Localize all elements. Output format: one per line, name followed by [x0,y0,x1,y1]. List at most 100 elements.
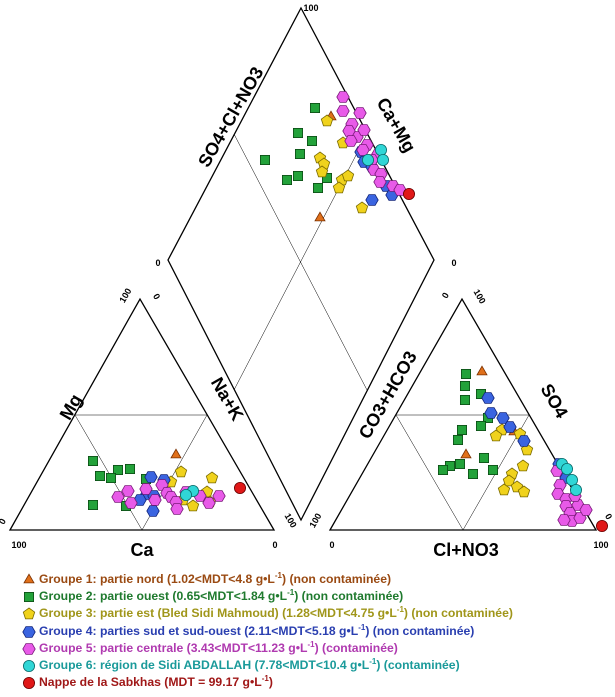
sample-marker-group-2 [437,464,448,475]
sample-marker-group-5 [139,483,153,495]
sample-marker-group-3 [355,201,369,214]
legend-marker [23,659,35,672]
sample-marker-group-4 [365,194,379,206]
tick-label: 100 [593,540,608,550]
legend-marker [23,677,35,690]
legend-label: Groupe 3: partie est (Bled Sidi Mahmoud)… [39,605,513,622]
sample-marker-group-5 [557,514,571,526]
sample-marker-group-5 [357,124,371,136]
legend-label-status: ) (non contaminée) [282,572,392,586]
piper-diagram: Mg Na+K Ca CO3+HCO3 SO4 Cl+NO3 SO4+Cl+NO… [0,3,614,560]
sample-marker-group-2 [294,148,305,159]
sample-marker-group-2 [113,464,124,475]
sample-marker-group-4 [146,505,160,517]
legend-label-status: ) (non contaminée) [365,623,475,638]
legend-label-main: Groupe 3: partie est (Bled Sidi Mahmoud)… [39,606,397,621]
sample-marker-group-3 [341,169,355,182]
legend-marker [23,573,35,584]
sample-marker-group-5 [356,144,370,156]
tick-label: 0 [0,517,8,526]
sample-marker-group-2 [125,463,136,474]
sample-marker-group-3 [205,471,219,484]
tick-label: 0 [151,292,162,301]
legend-label-status: ) [268,675,273,690]
tick-label: 100 [283,511,299,529]
legend-symbol-triangle [23,573,35,584]
legend-label-main: Groupe 6: région de Sidi ABDALLAH (7.78<… [39,657,370,672]
tick-label: 0 [272,540,277,550]
legend-symbol-pentagon [22,607,36,620]
legend-label-main: Groupe 2: partie ouest (0.65<MDT<1.84 g•… [39,589,288,604]
sample-marker-group-2 [88,455,99,466]
legend-item: Groupe 4: parties sud et sud-ouest (2.11… [22,623,612,640]
sample-marker-group-3 [315,165,329,178]
tick-label: 0 [603,512,614,521]
sample-marker-group-2 [309,103,320,114]
sample-marker-group-3 [174,465,188,478]
sample-marker-group-2 [292,127,303,138]
legend-marker [22,607,36,620]
sample-marker-group-5 [342,125,356,137]
legend-symbol-hexagon [22,625,36,638]
legend-label-main: Nappe de la Sabkhas (MDT = 99.17 g•L [39,675,262,690]
legend-label: Groupe 2: partie ouest (0.65<MDT<1.84 g•… [39,588,403,605]
legend-label: Groupe 6: région de Sidi ABDALLAH (7.78<… [39,657,460,674]
sample-marker-group-2 [467,468,478,479]
legend-label-unit-exponent: -1 [261,674,269,684]
sample-marker-group-1 [314,211,326,222]
axis-title-so4clno3: SO4+Cl+NO3 [194,63,267,170]
legend-label: Groupe 1: partie nord (1.02<MDT<4.8 g•L-… [39,571,391,588]
legend-symbol-square [24,592,34,603]
sample-marker-group-4 [481,392,495,404]
sample-marker-group-3 [516,459,530,472]
sample-marker-group-6 [561,462,574,475]
sample-marker-group-4 [484,407,498,419]
sample-marker-group-5 [212,490,226,502]
tick-label: 100 [11,540,26,550]
sample-marker-group-4 [517,435,531,447]
sample-marker-group-5 [124,497,138,509]
sample-marker-group-3 [320,114,334,127]
sample-marker-group-1 [476,365,488,376]
tick-label: 100 [307,511,323,529]
tick-label: 100 [303,3,318,13]
sample-marker-group-7 [233,481,246,494]
axis-title-so4: SO4 [537,380,572,421]
sample-marker-group-2 [106,472,117,483]
sample-marker-group-2 [292,170,303,181]
sample-marker-group-2 [456,424,467,435]
legend-item: Groupe 3: partie est (Bled Sidi Mahmoud)… [22,605,612,622]
legend-label-status: ) (non contaminée) [294,589,404,604]
tick-label: 0 [155,258,160,268]
sample-marker-group-2 [460,368,471,379]
legend-label-status: ) (contaminée) [314,640,398,655]
sample-marker-group-2 [459,380,470,391]
legend-label-unit-exponent: -1 [307,639,315,649]
sample-marker-group-5 [353,107,367,119]
sample-marker-group-2 [281,174,292,185]
sample-marker-group-2 [459,394,470,405]
sample-marker-group-6 [376,153,389,166]
sample-marker-group-3 [186,499,200,512]
sample-marker-group-1 [170,448,182,459]
legend-marker [22,625,36,638]
legend-label-unit-exponent: -1 [369,656,377,666]
tick-label: 100 [472,287,488,305]
legend: Groupe 1: partie nord (1.02<MDT<4.8 g•L -… [22,571,612,691]
legend-symbol-hexagon [22,642,36,655]
sample-markers [88,91,609,533]
legend-item: Groupe 6: région de Sidi ABDALLAH (7.78<… [22,657,612,674]
sample-marker-group-2 [452,434,463,445]
sample-marker-group-2 [88,499,99,510]
sample-marker-group-5 [148,494,162,506]
sample-marker-group-7 [402,187,415,200]
sample-marker-group-2 [306,135,317,146]
sample-marker-group-2 [95,470,106,481]
legend-label-main: Groupe 1: partie nord (1.02<MDT<4.8 g•L [39,572,275,586]
sample-marker-group-2 [312,182,323,193]
legend-label-status: ) (contaminée) [376,657,460,672]
sample-marker-group-3 [489,429,503,442]
tick-label: 0 [329,540,334,550]
sample-marker-group-5 [202,497,216,509]
sample-marker-group-2 [487,464,498,475]
